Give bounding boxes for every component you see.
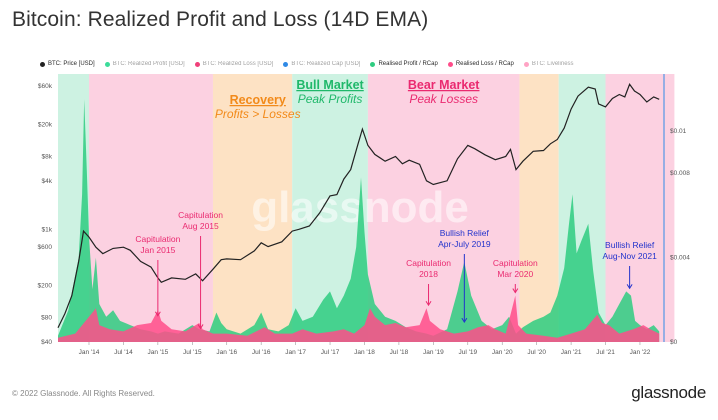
x-tick-label: Jan '18 <box>354 349 375 356</box>
x-tick-label: Jul '17 <box>321 349 340 356</box>
x-tick-label: Jan '17 <box>285 349 306 356</box>
legend-item[interactable]: BTC: Price [USD] <box>40 59 95 69</box>
y-right-tick-label: $0 <box>670 339 678 346</box>
regime-label-subtitle: Profits > Losses <box>215 107 301 121</box>
annotation-label: Aug 2015 <box>182 221 219 231</box>
annotation-arrowhead-icon <box>512 288 519 294</box>
legend-label: BTC: Realized Profit [USD] <box>112 61 185 67</box>
chart-legend: BTC: Price [USD] BTC: Realized Profit [US… <box>40 59 574 69</box>
legend-item[interactable]: BTC: Realized Profit [USD] <box>104 59 185 69</box>
legend-dot-icon <box>104 61 110 67</box>
legend-dot-icon <box>370 61 376 67</box>
x-tick-label: Jan '22 <box>630 349 651 356</box>
series-area-loss <box>58 295 660 342</box>
annotation-label: Capitulation <box>493 258 538 268</box>
y-left-tick-label: $200 <box>38 283 53 290</box>
x-tick-label: Jan '14 <box>79 349 100 356</box>
y-right-tick-label: $0.004 <box>670 255 690 262</box>
annotation-arrowhead-icon <box>197 324 204 330</box>
regime-label-title: Recovery <box>230 93 286 107</box>
y-right-tick-label: $0.008 <box>670 170 690 177</box>
annotation-label: Apr-July 2019 <box>438 239 491 249</box>
x-tick-label: Jan '16 <box>216 349 237 356</box>
annotation-label: Bullish Relief <box>605 240 655 250</box>
legend-dot-icon <box>194 61 200 67</box>
annotation-label: Capitulation <box>406 258 451 268</box>
annotation-label: Aug-Nov 2021 <box>602 251 657 261</box>
y-left-tick-label: $8k <box>42 154 53 161</box>
legend-label: BTC: Liveliness <box>531 61 574 67</box>
legend-dot-icon <box>447 61 453 67</box>
regime-label-title: Bull Market <box>296 78 364 92</box>
legend-item[interactable]: BTC: Liveliness <box>523 59 574 69</box>
legend-label: Realised Loss / RCap <box>455 61 514 67</box>
brand-logo: glassnode <box>631 383 706 402</box>
legend-label: BTC: Realized Loss [USD] <box>202 61 274 67</box>
regime-band-recovery <box>212 74 293 342</box>
regime-band-recovery <box>519 74 559 342</box>
y-left-tick-label: $80 <box>41 315 52 322</box>
legend-item[interactable]: BTC: Realized Loss [USD] <box>194 59 274 69</box>
annotation-label: Bullish Relief <box>440 228 490 238</box>
annotation-label: Capitulation <box>135 234 180 244</box>
regime-label-subtitle: Peak Losses <box>409 92 478 106</box>
series-area-profit <box>58 99 660 342</box>
x-tick-label: Jul '19 <box>458 349 477 356</box>
legend-item[interactable]: Realised Loss / RCap <box>447 59 514 69</box>
x-tick-label: Jul '15 <box>183 349 202 356</box>
regime-band-bear <box>367 74 520 342</box>
x-tick-label: Jan '15 <box>147 349 168 356</box>
legend-label: Realised Profit / RCap <box>378 61 438 67</box>
regime-label-subtitle: Peak Profits <box>298 92 363 106</box>
series-line-price <box>57 83 660 329</box>
x-tick-label: Jul '21 <box>596 349 615 356</box>
regime-label-title: Bear Market <box>408 78 480 92</box>
legend-label: BTC: Price [USD] <box>48 61 95 67</box>
x-tick-label: Jan '20 <box>492 349 513 356</box>
legend-item[interactable]: Realised Profit / RCap <box>370 59 438 69</box>
annotation-label: Jan 2015 <box>140 245 175 255</box>
x-tick-label: Jul '18 <box>390 349 409 356</box>
x-tick-label: Jul '20 <box>527 349 546 356</box>
copyright-text: © 2022 Glassnode. All Rights Reserved. <box>12 389 155 398</box>
annotation-label: Mar 2020 <box>497 269 533 279</box>
x-tick-label: Jan '21 <box>561 349 582 356</box>
y-left-tick-label: $60k <box>38 83 53 90</box>
legend-dot-icon <box>40 61 45 67</box>
y-left-tick-label: $600 <box>38 244 53 251</box>
annotation-arrowhead-icon <box>461 317 468 324</box>
legend-label: BTC: Realized Cap [USD] <box>291 61 361 67</box>
annotation-arrowhead-icon <box>626 284 633 290</box>
annotation-label: Capitulation <box>178 210 223 220</box>
annotation-label: 2018 <box>419 269 438 279</box>
x-tick-label: Jul '16 <box>252 349 271 356</box>
x-tick-label: Jan '19 <box>423 349 444 356</box>
y-left-tick-label: $40 <box>41 339 52 346</box>
annotation-arrowhead-icon <box>154 311 161 317</box>
y-left-tick-label: $1k <box>42 226 53 233</box>
x-tick-label: Jul '14 <box>114 349 133 356</box>
y-left-tick-label: $20k <box>38 121 53 128</box>
y-left-tick-label: $4k <box>42 178 53 185</box>
legend-dot-icon <box>283 61 289 67</box>
legend-dot-icon <box>523 61 529 67</box>
y-right-tick-label: $0.01 <box>670 128 687 135</box>
chart-title: Bitcoin: Realized Profit and Loss (14D E… <box>12 8 429 31</box>
regime-band-bear <box>605 74 675 342</box>
regime-band-bear <box>88 74 213 342</box>
legend-item[interactable]: BTC: Realized Cap [USD] <box>283 59 360 69</box>
annotation-arrowhead-icon <box>425 300 432 307</box>
